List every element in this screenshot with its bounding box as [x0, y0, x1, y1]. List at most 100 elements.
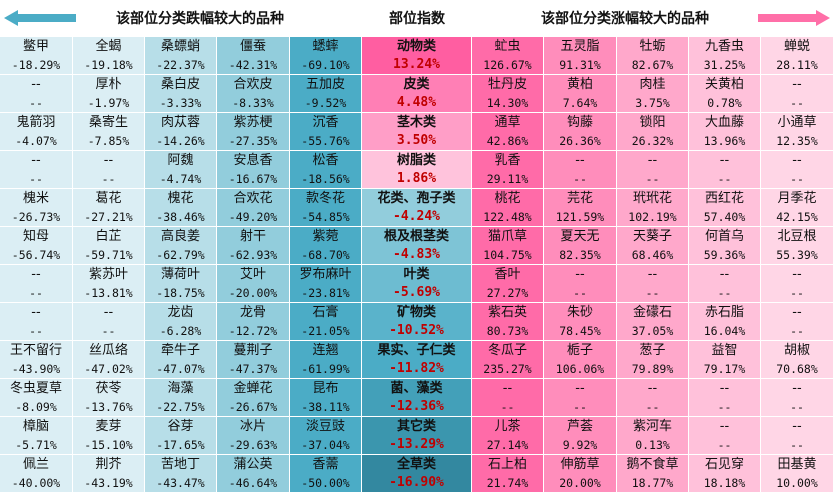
up-item-name: 黄柏: [566, 76, 593, 92]
down-item: 石膏 -21.05%: [290, 303, 362, 341]
down-item: -- --: [73, 303, 145, 341]
up-item-name: --: [719, 266, 730, 282]
category-index: 根及根茎类 -4.83%: [362, 227, 472, 265]
down-item-name: 荆芥: [95, 456, 122, 472]
down-item-value: -43.90%: [11, 361, 61, 376]
up-item-name: 五灵脂: [560, 38, 600, 54]
up-item-value: 18.18%: [703, 475, 746, 490]
up-item-name: 通草: [494, 114, 521, 130]
up-item: 石上柏 21.74%: [472, 455, 544, 493]
up-item-name: 北豆根: [777, 228, 817, 244]
down-item-name: 知母: [22, 228, 49, 244]
up-item: 黄柏 7.64%: [544, 75, 617, 113]
up-item: 关黄柏 0.78%: [689, 75, 761, 113]
down-item-name: 龙骨: [239, 304, 266, 320]
up-item-value: 91.31%: [559, 57, 601, 72]
arrow-left-icon: [4, 10, 76, 26]
down-item: -- --: [0, 303, 73, 341]
up-item-value: 28.11%: [776, 57, 818, 72]
up-item-value: --: [573, 285, 587, 300]
category-index-value: -16.90%: [389, 474, 444, 490]
down-item: 桑寄生 -7.85%: [73, 113, 145, 151]
up-item-value: 122.48%: [483, 209, 532, 224]
up-item: 北豆根 55.39%: [761, 227, 834, 265]
down-item-value: -42.31%: [228, 57, 278, 72]
up-item: 石见穿 18.18%: [689, 455, 761, 493]
up-item-name: 九香虫: [704, 38, 744, 54]
up-item: 伸筋草 20.00%: [544, 455, 617, 493]
down-item: 款冬花 -54.85%: [290, 189, 362, 227]
up-item-name: 大血藤: [704, 114, 744, 130]
up-item-name: 田基黄: [777, 456, 817, 472]
up-item-value: --: [790, 437, 804, 452]
up-item: -- --: [544, 379, 617, 417]
down-item-name: 桑寄生: [88, 114, 128, 130]
down-item-name: 海藻: [167, 380, 194, 396]
up-item-value: 82.67%: [631, 57, 674, 72]
down-item-name: 丝瓜络: [88, 342, 128, 358]
down-item-name: 鬼箭羽: [16, 114, 56, 130]
down-item-value: -38.11%: [301, 399, 350, 414]
category-index: 花类、孢子类 -4.24%: [362, 189, 472, 227]
down-item: 厚朴 -1.97%: [73, 75, 145, 113]
up-item: 冬瓜子 235.27%: [472, 341, 544, 379]
up-item-name: 钩藤: [566, 114, 593, 130]
up-item: -- --: [761, 379, 834, 417]
down-item-value: -47.02%: [84, 361, 133, 376]
up-item-value: 82.35%: [559, 247, 601, 262]
down-item-name: 全蝎: [95, 38, 122, 54]
up-item-value: 20.00%: [559, 475, 601, 490]
up-item: 何首乌 59.36%: [689, 227, 761, 265]
up-item: 夏天无 82.35%: [544, 227, 617, 265]
up-item-value: 80.73%: [486, 323, 529, 338]
down-item: 白芷 -59.71%: [73, 227, 145, 265]
down-item: 蒲公英 -46.64%: [217, 455, 290, 493]
up-item-name: 朱砂: [566, 304, 593, 320]
down-item: 射干 -62.93%: [217, 227, 290, 265]
down-item-value: -9.52%: [304, 95, 347, 110]
up-item-name: 西红花: [704, 190, 744, 206]
up-item-name: 蝉蜕: [783, 38, 810, 54]
down-item-value: -20.00%: [228, 285, 278, 300]
down-item-value: -23.81%: [301, 285, 350, 300]
up-item-name: --: [719, 380, 730, 396]
down-item: 淡豆豉 -37.04%: [290, 417, 362, 455]
up-item: 紫河车 0.13%: [617, 417, 689, 455]
up-item: -- --: [472, 379, 544, 417]
down-item-value: -6.28%: [159, 323, 202, 338]
up-item-value: 10.00%: [776, 475, 818, 490]
up-item-value: --: [645, 171, 660, 186]
up-item-name: --: [647, 266, 658, 282]
up-item-name: --: [575, 380, 585, 396]
category-index-value: 4.48%: [396, 94, 437, 110]
category-index-name: 皮类: [403, 76, 430, 92]
down-item-name: 桑螵蛸: [160, 38, 200, 54]
down-item: 荆芥 -43.19%: [73, 455, 145, 493]
up-item: -- --: [544, 265, 617, 303]
down-item-value: -50.00%: [301, 475, 350, 490]
category-index-name: 矿物类: [396, 304, 436, 320]
up-item: 月季花 42.15%: [761, 189, 834, 227]
up-item: 芦荟 9.92%: [544, 417, 617, 455]
up-item-name: 冬瓜子: [487, 342, 527, 358]
up-item: 钩藤 26.36%: [544, 113, 617, 151]
down-item-value: -5.71%: [15, 437, 57, 452]
down-item: 阿魏 -4.74%: [145, 151, 217, 189]
down-item: 槐米 -26.73%: [0, 189, 73, 227]
up-item-value: 0.13%: [635, 437, 670, 452]
down-item: 丝瓜络 -47.02%: [73, 341, 145, 379]
down-item-name: --: [103, 152, 114, 168]
down-item-name: 石膏: [312, 304, 339, 320]
up-item: 益智 79.17%: [689, 341, 761, 379]
category-index-value: -4.83%: [393, 246, 440, 262]
down-item: 葛花 -27.21%: [73, 189, 145, 227]
up-item: -- --: [617, 151, 689, 189]
down-item-name: --: [31, 76, 41, 92]
up-item-value: 104.75%: [483, 247, 532, 262]
down-item-value: -18.29%: [11, 57, 61, 72]
category-index-name: 菌、藻类: [390, 380, 443, 396]
category-index-name: 动物类: [396, 38, 436, 54]
down-item-value: -14.26%: [156, 133, 205, 148]
down-item-value: -43.19%: [84, 475, 133, 490]
up-item: 胡椒 70.68%: [761, 341, 834, 379]
